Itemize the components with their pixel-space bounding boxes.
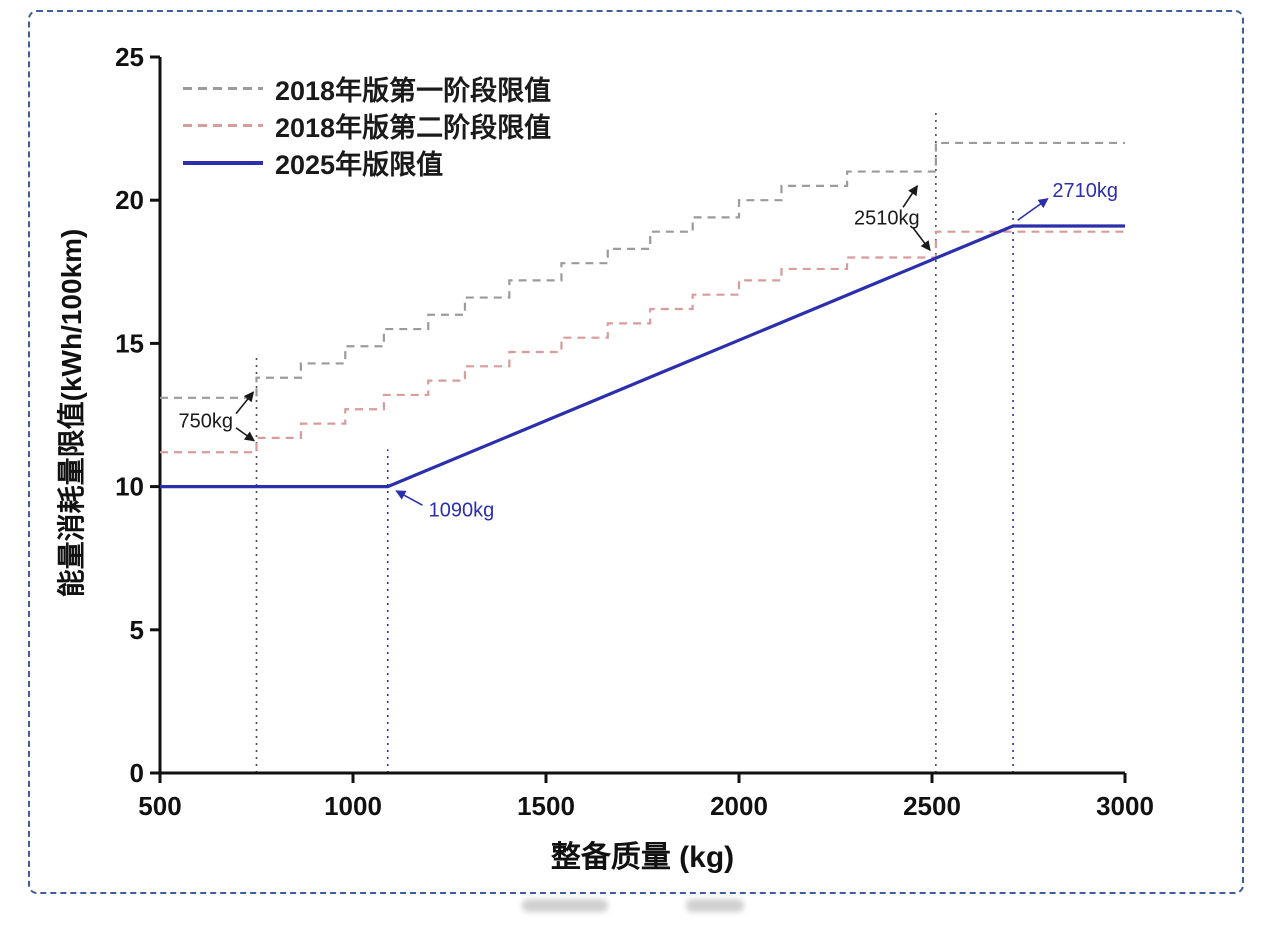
legend-line-sample-phase1: [183, 87, 263, 90]
y-tick-label: 0: [130, 758, 144, 788]
x-tick-label: 2000: [710, 791, 768, 821]
x-axis-title: 整备质量 (kg): [550, 841, 735, 874]
legend: 2018年版第一阶段限值 2018年版第二阶段限值 2025年版限值: [183, 70, 551, 181]
annotation-arrow: [912, 226, 931, 252]
x-tick-label: 1500: [517, 791, 575, 821]
y-tick-label: 5: [130, 615, 144, 645]
legend-line-sample-2025: [183, 160, 263, 165]
annotation-1090kg: 1090kg: [429, 500, 495, 522]
annotation-arrow: [1017, 198, 1049, 221]
series-line-0: [160, 141, 1125, 399]
annotation-arrow: [902, 185, 918, 208]
watermark-smudge: [522, 899, 608, 912]
annotation-2510kg: 2510kg: [854, 207, 920, 229]
x-tick-label: 3000: [1096, 791, 1154, 821]
annotation-750kg: 750kg: [178, 411, 233, 433]
annotation-arrow: [235, 391, 255, 415]
series-line-2: [160, 224, 1125, 489]
y-axis-title: 能量消耗量限值(kWh/100km): [56, 228, 87, 598]
legend-item-2018-phase1: 2018年版第一阶段限值: [183, 70, 551, 107]
legend-item-2018-phase2: 2018年版第二阶段限值: [183, 107, 551, 144]
legend-label-2025: 2025年版限值: [275, 150, 444, 180]
x-tick-label: 2500: [903, 791, 961, 821]
annotation-arrow: [395, 490, 423, 506]
legend-line-sample-phase2: [183, 124, 263, 127]
annotation-2710kg: 2710kg: [1052, 180, 1118, 202]
y-tick-label: 15: [115, 328, 144, 358]
watermark-smudge: [686, 899, 744, 912]
legend-label-phase1: 2018年版第一阶段限值: [275, 76, 552, 106]
x-tick-label: 500: [138, 791, 181, 821]
y-tick-label: 20: [115, 185, 144, 215]
y-tick-label: 25: [115, 42, 144, 72]
y-tick-label: 10: [115, 472, 144, 502]
series-line-1: [160, 230, 1125, 454]
x-tick-label: 1000: [324, 791, 382, 821]
annotation-arrow: [235, 427, 255, 442]
legend-item-2025: 2025年版限值: [183, 144, 551, 181]
legend-label-phase2: 2018年版第二阶段限值: [275, 113, 552, 143]
